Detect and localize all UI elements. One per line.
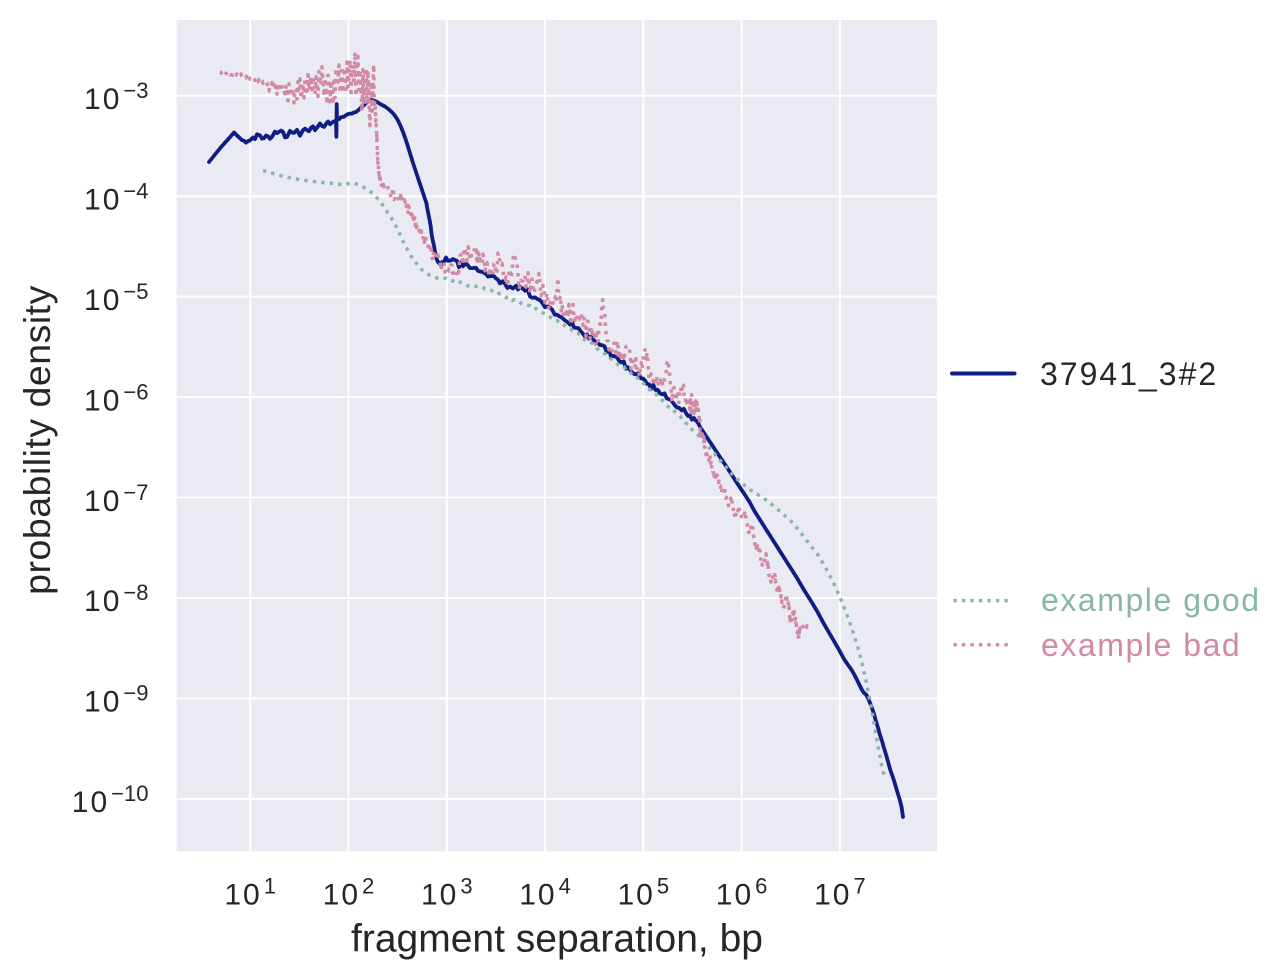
svg-text:107: 107 bbox=[814, 874, 866, 912]
svg-text:102: 102 bbox=[323, 874, 375, 912]
svg-text:103: 103 bbox=[421, 874, 473, 912]
svg-text:example bad: example bad bbox=[1041, 627, 1241, 663]
svg-text:10−10: 10−10 bbox=[72, 781, 149, 819]
svg-text:10−6: 10−6 bbox=[84, 379, 148, 417]
svg-text:105: 105 bbox=[618, 874, 670, 912]
svg-text:10−9: 10−9 bbox=[84, 681, 148, 719]
svg-text:37941_3#2: 37941_3#2 bbox=[1040, 356, 1218, 392]
svg-text:10−5: 10−5 bbox=[84, 279, 148, 317]
svg-text:106: 106 bbox=[716, 874, 768, 912]
svg-text:fragment separation, bp: fragment separation, bp bbox=[351, 918, 763, 961]
svg-text:101: 101 bbox=[224, 874, 276, 912]
svg-text:104: 104 bbox=[519, 874, 571, 912]
svg-text:10−4: 10−4 bbox=[84, 179, 148, 217]
svg-text:example good: example good bbox=[1041, 582, 1261, 618]
svg-text:10−8: 10−8 bbox=[84, 580, 148, 618]
svg-text:probability density: probability density bbox=[16, 285, 58, 595]
svg-text:10−3: 10−3 bbox=[84, 78, 148, 116]
svg-text:10−7: 10−7 bbox=[84, 480, 148, 518]
